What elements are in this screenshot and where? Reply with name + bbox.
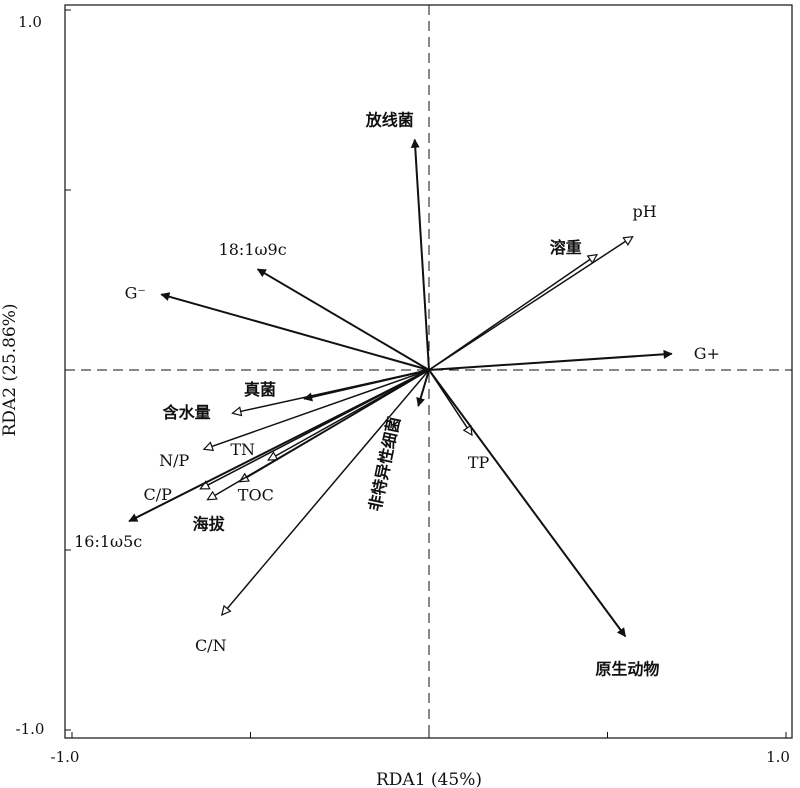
- vec-e99d9ee789b9e5bc82e680a7e7bb86e88f8c-arrow: [416, 369, 430, 407]
- vec-e58e9fe7949fe58aa8e789a9-label: 原生动物: [595, 659, 659, 678]
- vec-e6b5b7e68b94-label: 海拔: [193, 515, 226, 534]
- vec-183a1cf899c-arrow: [256, 268, 430, 371]
- y-axis-label: RDA2 (25.86%): [0, 303, 20, 436]
- vec-g2b-arrow: [428, 349, 673, 371]
- vec-toc-label: TOC: [238, 486, 274, 505]
- y-tick-label-min: -1.0: [16, 720, 45, 738]
- vec-183a1cf899c-label: 18:1ω9c: [219, 240, 287, 259]
- vec-c2fp-label: C/P: [144, 485, 173, 504]
- x-tick-label-min: -1.0: [51, 748, 80, 766]
- vec-c2fn-arrow: [222, 369, 430, 615]
- vec-g2b-label: G+: [694, 344, 720, 363]
- vec-tn-label: TN: [230, 440, 255, 459]
- x-axis-label: RDA1 (45%): [376, 770, 482, 788]
- vec-ph-arrow: [428, 237, 632, 371]
- vec-e99d9ee789b9e5bc82e680a7e7bb86e88f8c-label: 非特异性细菌: [365, 415, 404, 513]
- y-tick-label-max: 1.0: [18, 13, 42, 31]
- vec-n2fp-arrow: [204, 369, 430, 449]
- vector-layer: [128, 138, 673, 638]
- vec-ge281bb-label: G⁻: [125, 283, 146, 302]
- vec-ph-label: pH: [632, 202, 656, 221]
- vec-e590abe6b0b4e9878f-label: 含水量: [163, 403, 211, 422]
- x-tick-label-max: 1.0: [766, 748, 790, 766]
- x-axis-ticks: [71, 732, 787, 738]
- vec-e6bab6e9878d-arrow: [428, 255, 597, 371]
- vec-e79c9fe88f8c-label: 真菌: [244, 380, 276, 399]
- vec-e79c9fe88f8c-arrow: [303, 369, 430, 402]
- vec-163a1cf895c-label: 16:1ω5c: [74, 532, 142, 551]
- vec-tp-label: TP: [468, 453, 490, 472]
- vec-n2fp-label: N/P: [159, 451, 189, 470]
- vec-e6b5b7e68b94-arrow: [208, 369, 430, 500]
- vec-163a1cf895c-arrow: [128, 369, 430, 523]
- vec-ge281bb-arrow: [160, 292, 430, 371]
- vec-e6bab6e9878d-label: 溶重: [550, 238, 582, 257]
- vec-e694bee7babfe88f8c-label: 放线菌: [365, 111, 414, 130]
- y-axis-ticks: [65, 9, 71, 731]
- vec-e58e9fe7949fe58aa8e789a9-arrow: [428, 369, 627, 638]
- vec-c2fn-label: C/N: [195, 636, 227, 655]
- vec-e694bee7babfe88f8c-arrow: [410, 138, 430, 371]
